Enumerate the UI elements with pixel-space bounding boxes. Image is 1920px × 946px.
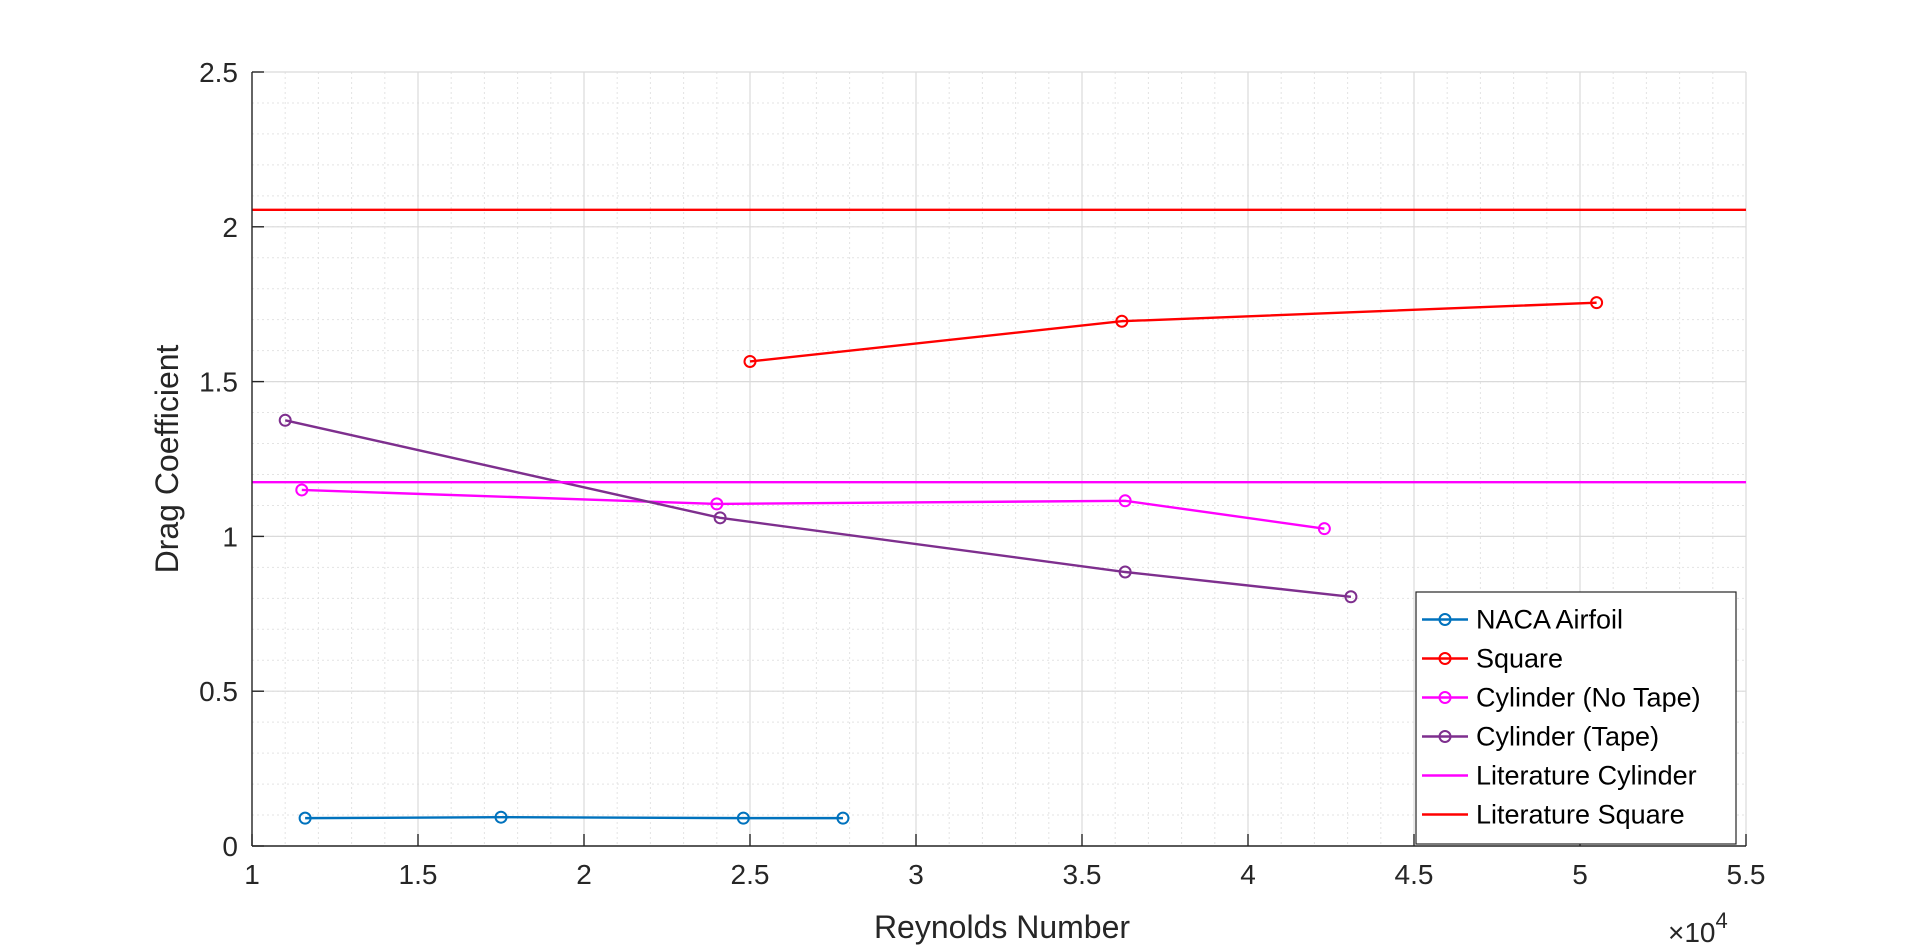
x-tick-label: 2.5 bbox=[731, 859, 770, 890]
legend-marker bbox=[1438, 730, 1452, 743]
data-point bbox=[710, 497, 724, 511]
series-line bbox=[305, 816, 843, 820]
series-line bbox=[749, 301, 1597, 363]
data-point bbox=[1344, 590, 1358, 604]
x-tick-label: 5.5 bbox=[1727, 859, 1766, 890]
tick-labels: 1 1.5 2 2.5 3 3.5 4 4.5 5 5.5 0 0.5 1 1.5 2 2.5 bbox=[199, 57, 1765, 890]
series-line bbox=[301, 488, 1325, 530]
y-tick-label: 0 bbox=[222, 831, 238, 862]
legend-label: Literature Cylinder bbox=[1476, 761, 1697, 791]
legend-item: NACA Airfoil bbox=[1422, 605, 1623, 635]
data-point bbox=[836, 811, 850, 825]
data-point bbox=[278, 413, 292, 427]
legend-box bbox=[1415, 591, 1737, 845]
exponent-base: ×10 bbox=[1668, 917, 1716, 946]
series-square bbox=[743, 296, 1604, 368]
legend-label: Literature Square bbox=[1476, 800, 1685, 830]
legend-label: NACA Airfoil bbox=[1476, 605, 1623, 635]
y-tick-label: 2.5 bbox=[199, 57, 238, 88]
legend-item: Square bbox=[1422, 644, 1563, 674]
data-point bbox=[736, 811, 750, 825]
legend-marker bbox=[1438, 652, 1452, 665]
x-tick-label: 1 bbox=[244, 859, 260, 890]
exponent-power: 4 bbox=[1716, 908, 1728, 933]
x-tick-label: 3.5 bbox=[1063, 859, 1102, 890]
x-tick-label: 4 bbox=[1240, 859, 1256, 890]
x-tick-label: 2 bbox=[576, 859, 592, 890]
y-tick-label: 0.5 bbox=[199, 676, 238, 707]
legend: NACA Airfoil Square Cylinder (No Tape) Cyli… bbox=[1415, 591, 1737, 845]
legend-marker bbox=[1438, 613, 1452, 626]
x-axis-exponent-label: ×104 bbox=[1668, 908, 1728, 946]
x-axis-label: Reynolds Number bbox=[874, 909, 1130, 945]
x-tick-label: 4.5 bbox=[1395, 859, 1434, 890]
legend-marker bbox=[1438, 691, 1452, 704]
data-point bbox=[295, 483, 309, 497]
y-axis-label: Drag Coefficient bbox=[149, 344, 185, 573]
data-point bbox=[298, 811, 312, 825]
y-tick-label: 1 bbox=[222, 521, 238, 552]
data-point bbox=[1590, 296, 1604, 310]
data-point bbox=[743, 354, 757, 368]
data-point bbox=[1118, 565, 1132, 579]
data-point bbox=[494, 810, 508, 824]
y-tick-label: 2 bbox=[222, 212, 238, 243]
legend-label: Square bbox=[1476, 644, 1563, 674]
x-tick-label: 5 bbox=[1572, 859, 1588, 890]
series-cylinder-tape bbox=[278, 413, 1358, 604]
x-tick-label: 3 bbox=[908, 859, 924, 890]
y-tick-label: 1.5 bbox=[199, 367, 238, 398]
legend-item: Cylinder (Tape) bbox=[1422, 722, 1659, 752]
data-point bbox=[1317, 522, 1331, 536]
series-naca-airfoil bbox=[298, 810, 850, 825]
series-cylinder-no-tape bbox=[295, 483, 1331, 536]
legend-label: Cylinder (Tape) bbox=[1476, 722, 1659, 752]
data-point bbox=[713, 511, 727, 525]
legend-item: Literature Cylinder bbox=[1422, 761, 1697, 791]
legend-label: Cylinder (No Tape) bbox=[1476, 683, 1701, 713]
data-point bbox=[1115, 314, 1129, 328]
series-layer bbox=[252, 208, 1746, 825]
data-point bbox=[1118, 494, 1132, 508]
legend-item: Literature Square bbox=[1422, 800, 1685, 830]
x-tick-label: 1.5 bbox=[399, 859, 438, 890]
axes bbox=[251, 71, 1747, 847]
legend-item: Cylinder (No Tape) bbox=[1422, 683, 1701, 713]
series-line bbox=[284, 419, 1352, 598]
